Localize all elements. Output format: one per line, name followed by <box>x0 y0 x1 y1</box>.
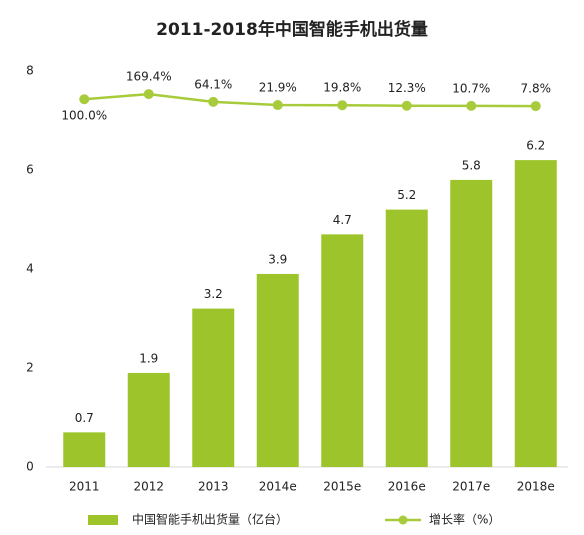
x-tick-label: 2014e <box>259 480 297 494</box>
line-value-label: 12.3% <box>388 81 426 95</box>
bar-value-label: 6.2 <box>526 139 545 153</box>
bar-value-label: 1.9 <box>139 351 158 365</box>
bar-value-label: 3.2 <box>204 287 223 301</box>
line-marker <box>143 89 154 100</box>
x-tick-label: 2012 <box>133 480 164 494</box>
x-tick-label: 2016e <box>388 480 426 494</box>
line-value-label: 100.0% <box>61 109 107 123</box>
bar <box>321 234 364 467</box>
y-tick-label: 8 <box>26 64 34 78</box>
y-tick-label: 6 <box>26 163 34 177</box>
line-marker <box>272 100 283 111</box>
legend-swatch <box>88 515 118 525</box>
x-tick-label: 2011 <box>69 480 100 494</box>
line-value-label: 7.8% <box>521 82 552 96</box>
line-marker <box>337 100 348 111</box>
chart-title: 2011-2018年中国智能手机出货量 <box>156 19 428 40</box>
x-tick-label: 2013 <box>198 480 229 494</box>
bar-value-label: 5.8 <box>462 158 481 172</box>
y-tick-label: 4 <box>26 262 34 276</box>
legend-label: 中国智能手机出货量（亿台） <box>132 512 288 527</box>
line <box>84 92 536 108</box>
bar <box>385 209 428 467</box>
line-marker <box>466 100 477 111</box>
bar-value-label: 5.2 <box>397 188 416 202</box>
bar <box>450 179 493 467</box>
bar <box>127 372 170 467</box>
y-tick-label: 2 <box>26 361 34 375</box>
x-tick-label: 2015e <box>323 480 361 494</box>
line-marker <box>208 96 219 107</box>
bar <box>514 160 557 467</box>
legend-marker <box>398 515 408 525</box>
bar <box>256 273 299 467</box>
legend-label: 增长率（%） <box>429 512 500 527</box>
bar <box>63 432 106 467</box>
line-marker <box>401 100 412 111</box>
x-tick-label: 2018e <box>517 480 555 494</box>
line-value-label: 21.9% <box>259 81 297 95</box>
line-value-label: 10.7% <box>452 81 490 95</box>
bar <box>192 308 235 467</box>
line-value-label: 19.8% <box>323 81 361 95</box>
bar-value-label: 4.7 <box>333 213 352 227</box>
y-tick-label: 0 <box>26 460 34 474</box>
line-value-label: 169.4% <box>126 70 172 84</box>
x-tick-label: 2017e <box>452 480 490 494</box>
line-value-label: 64.1% <box>194 77 232 91</box>
line-marker <box>79 94 90 105</box>
bar-value-label: 0.7 <box>75 411 94 425</box>
bar-value-label: 3.9 <box>268 252 287 266</box>
line-marker <box>530 101 541 112</box>
